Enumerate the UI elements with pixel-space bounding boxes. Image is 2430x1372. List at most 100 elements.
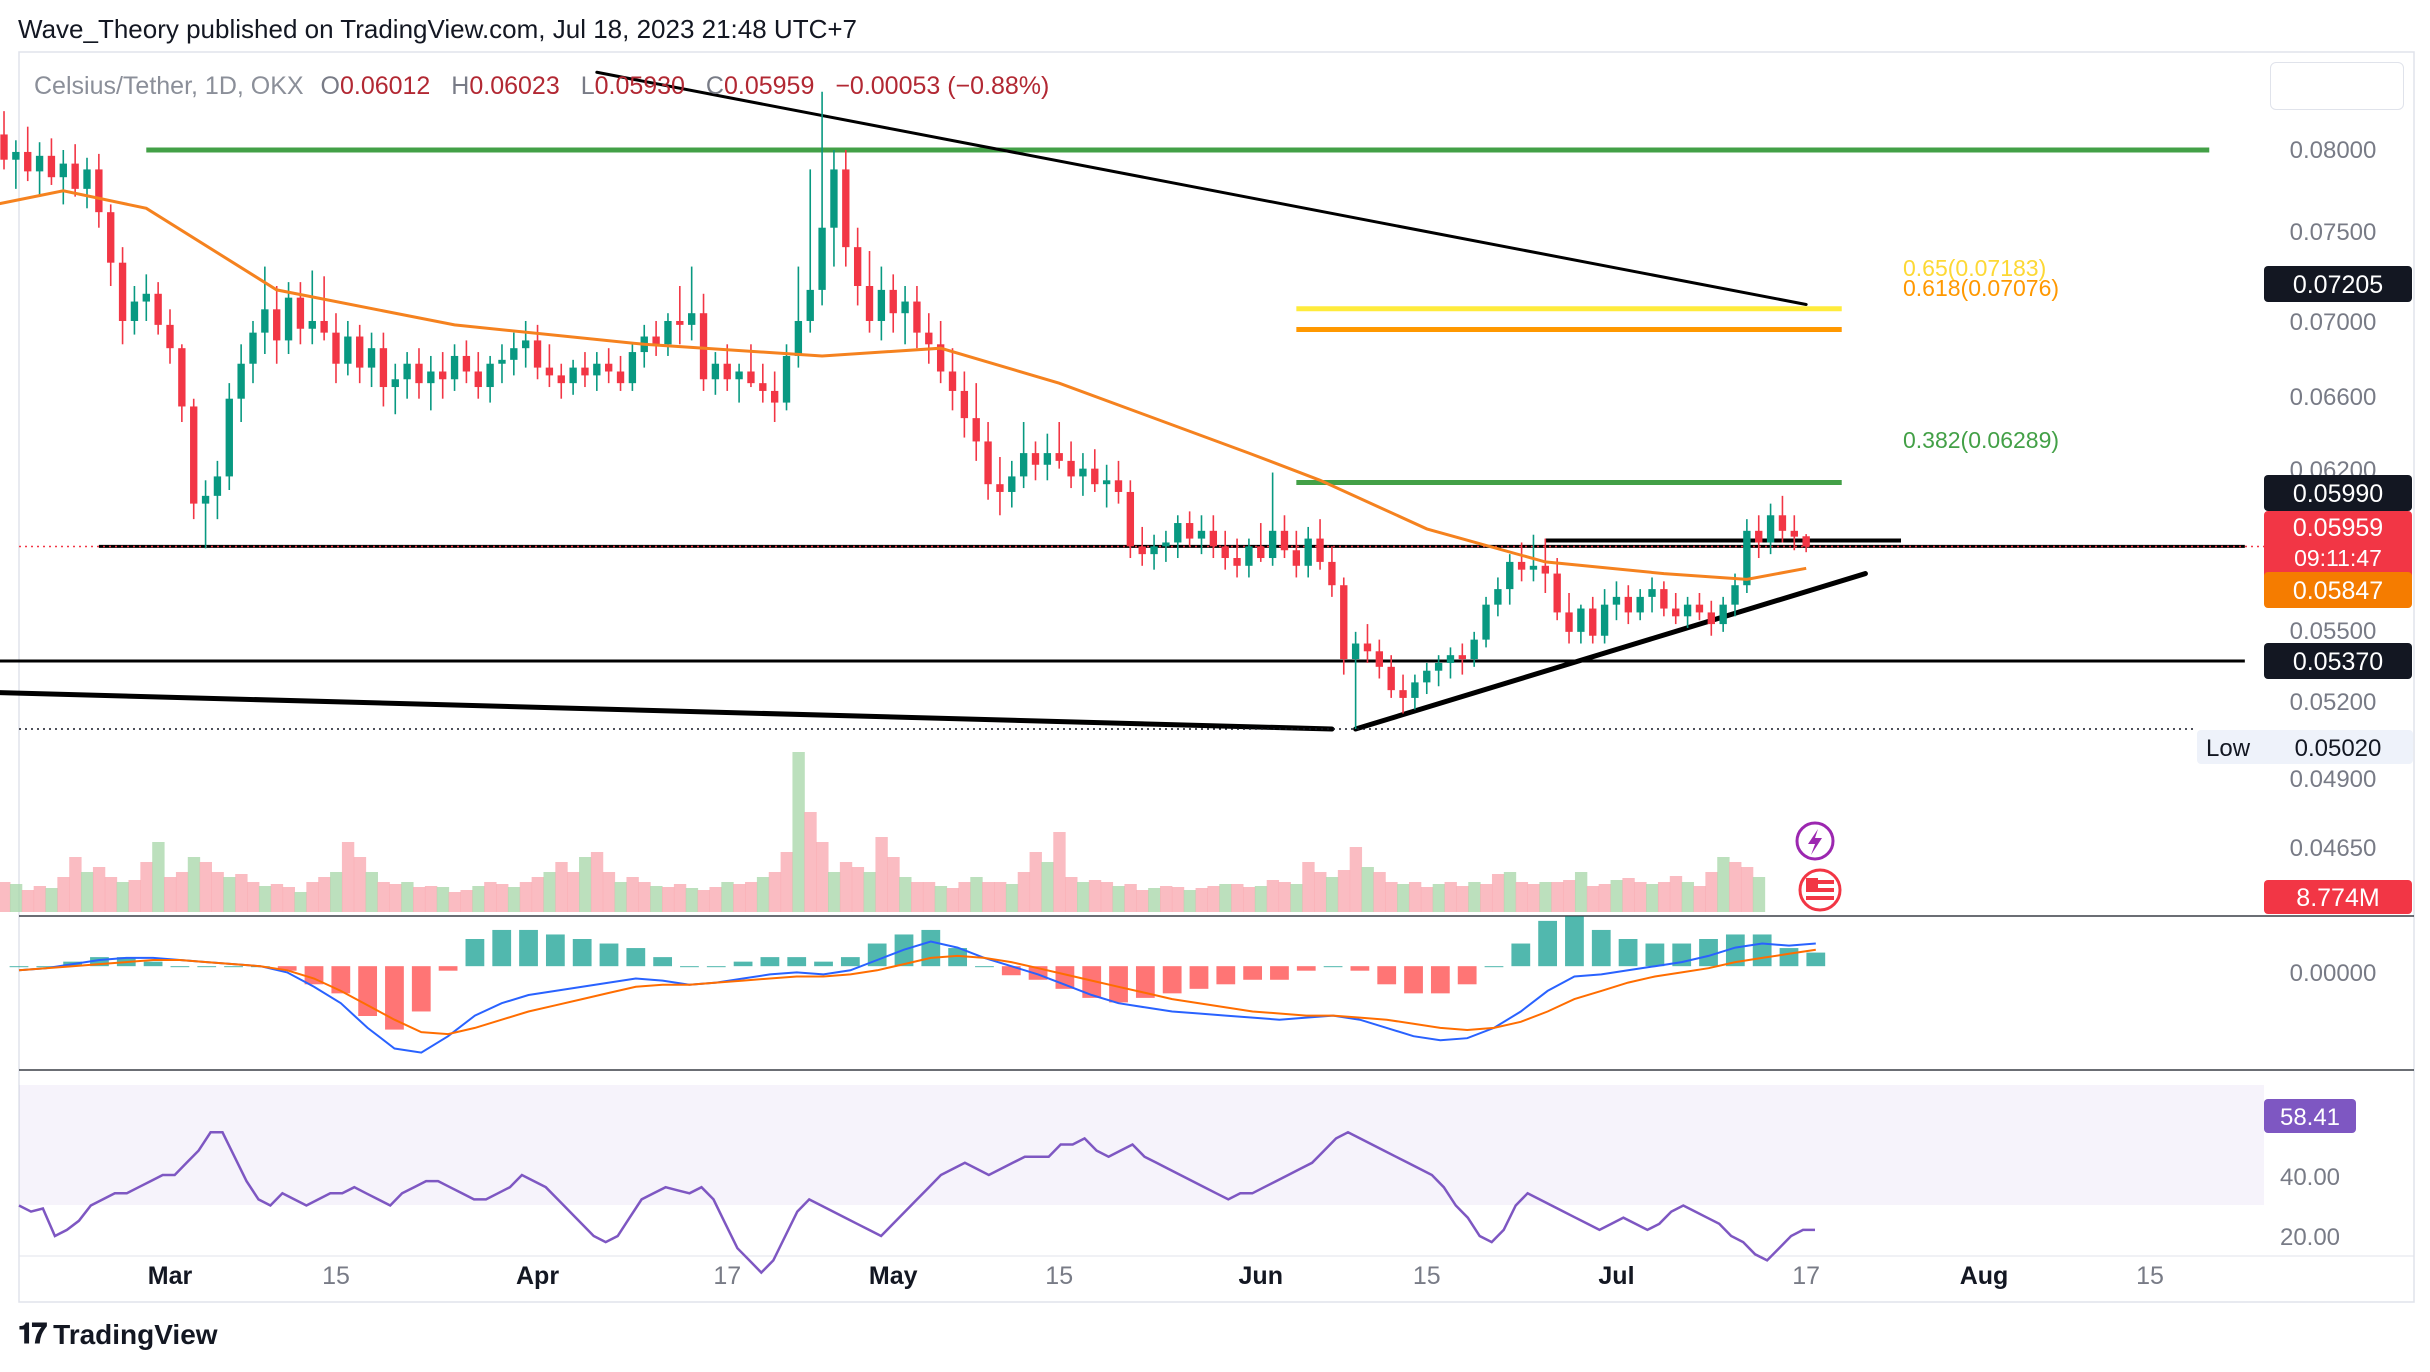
candle-body[interactable] (225, 398, 233, 477)
candle-body[interactable] (948, 371, 957, 391)
candle-body[interactable] (1624, 596, 1632, 613)
candle-body[interactable] (249, 332, 257, 364)
candle-body[interactable] (1375, 651, 1384, 667)
candle-body[interactable] (972, 418, 980, 442)
candle-body[interactable] (1091, 468, 1099, 485)
candle-body[interactable] (1387, 666, 1395, 691)
candle-body[interactable] (1719, 604, 1727, 625)
candle-body[interactable] (1304, 538, 1312, 566)
candle-body[interactable] (47, 155, 56, 178)
candle-body[interactable] (1399, 690, 1407, 698)
candle-body[interactable] (1660, 589, 1668, 609)
candle-body[interactable] (1517, 561, 1526, 570)
low-price-tag[interactable]: Low 0.05020 (2197, 730, 2413, 764)
candle-body[interactable] (1316, 538, 1324, 562)
candle-body[interactable] (1743, 530, 1751, 586)
candle-body[interactable] (1541, 565, 1549, 574)
candle-body[interactable] (510, 348, 518, 360)
trendline[interactable] (1353, 571, 1868, 732)
candle-body[interactable] (711, 363, 720, 380)
candle-body[interactable] (320, 320, 328, 333)
candle-body[interactable] (676, 320, 684, 325)
candle-body[interactable] (201, 495, 210, 504)
rsi-value-tag[interactable]: 58.41 (2264, 1099, 2356, 1133)
candle-body[interactable] (1233, 558, 1241, 566)
candle-body[interactable] (450, 355, 459, 380)
candle-body[interactable] (1589, 608, 1597, 636)
candle-body[interactable] (936, 344, 945, 372)
candle-body[interactable] (984, 441, 992, 485)
candle-body[interactable] (1636, 596, 1644, 613)
candle-body[interactable] (723, 363, 731, 380)
candle-body[interactable] (818, 227, 826, 290)
candle-body[interactable] (1612, 596, 1621, 605)
candle-body[interactable] (71, 163, 79, 189)
candle-body[interactable] (877, 289, 886, 321)
candle-body[interactable] (1268, 530, 1277, 559)
candle-body[interactable] (1778, 515, 1787, 531)
candle-body[interactable] (605, 363, 613, 372)
candle-body[interactable] (130, 301, 139, 321)
candle-body[interactable] (415, 363, 423, 384)
candle-body[interactable] (842, 169, 850, 248)
macd-signal-line[interactable] (18, 948, 1816, 1036)
candle-body[interactable] (1766, 515, 1775, 543)
candle-body[interactable] (35, 155, 44, 172)
candle-body[interactable] (213, 476, 222, 496)
rsi-line[interactable] (18, 1130, 1815, 1275)
candle-body[interactable] (1150, 546, 1158, 555)
candle-body[interactable] (996, 484, 1004, 492)
candle-body[interactable] (1600, 604, 1609, 636)
candle-body[interactable] (403, 363, 411, 380)
candle-body[interactable] (1731, 585, 1739, 605)
candle-body[interactable] (569, 367, 577, 384)
candle-body[interactable] (545, 367, 554, 376)
candle-body[interactable] (474, 371, 482, 388)
candle-body[interactable] (1363, 643, 1372, 652)
candle-body[interactable] (1802, 536, 1810, 547)
candle-body[interactable] (1102, 480, 1111, 485)
candle-body[interactable] (1245, 546, 1253, 566)
candle-body[interactable] (1683, 604, 1692, 617)
candle-body[interactable] (925, 332, 933, 345)
candle-body[interactable] (1529, 565, 1538, 570)
candle-body[interactable] (1031, 453, 1040, 465)
candle-body[interactable] (308, 320, 316, 329)
ema-polyline[interactable] (0, 189, 1807, 581)
candle-body[interactable] (344, 336, 352, 364)
candle-body[interactable] (699, 313, 708, 380)
candle-body[interactable] (687, 313, 696, 325)
trendline[interactable] (595, 70, 1808, 306)
candle-body[interactable] (178, 348, 186, 407)
candle-body[interactable] (1008, 476, 1016, 492)
candle-body[interactable] (1280, 530, 1289, 551)
candle-body[interactable] (462, 355, 471, 372)
candle-body[interactable] (1351, 643, 1360, 660)
candle-body[interactable] (865, 286, 874, 321)
symbol-name[interactable]: Celsius/Tether, 1D, OKX (34, 72, 304, 100)
candle-body[interactable] (59, 163, 67, 178)
candle-body[interactable] (1209, 530, 1218, 547)
candle-body[interactable] (1055, 453, 1063, 461)
candle-body[interactable] (652, 336, 660, 345)
candle-body[interactable] (770, 390, 779, 403)
candle-body[interactable] (1434, 662, 1443, 671)
candle-body[interactable] (1506, 561, 1514, 590)
chart-top-right-box[interactable] (2270, 62, 2404, 110)
candle-body[interactable] (486, 363, 494, 388)
candle-body[interactable] (557, 375, 565, 384)
candle-body[interactable] (830, 169, 838, 228)
candle-body[interactable] (1470, 639, 1478, 660)
candle-body[interactable] (1458, 655, 1467, 660)
candle-body[interactable] (1707, 612, 1715, 625)
candle-body[interactable] (356, 336, 364, 368)
candle-body[interactable] (616, 371, 625, 384)
candle-body[interactable] (154, 293, 162, 325)
candle-body[interactable] (889, 289, 897, 314)
candle-body[interactable] (1114, 480, 1123, 492)
candle-body[interactable] (806, 289, 814, 321)
candle-body[interactable] (1138, 546, 1146, 555)
candle-body[interactable] (1221, 546, 1229, 559)
candle-body[interactable] (1577, 608, 1585, 632)
candle-body[interactable] (1257, 546, 1265, 559)
